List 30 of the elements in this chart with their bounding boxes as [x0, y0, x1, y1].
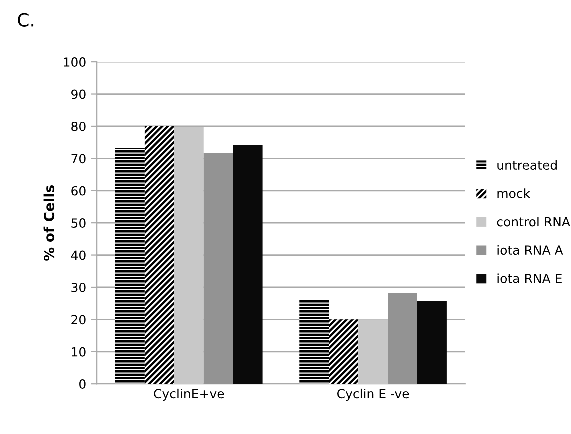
x-tick-label: Cyclin E -ve	[338, 388, 410, 402]
y-tick-label: 20	[72, 315, 86, 325]
y-tick-label: 70	[72, 154, 86, 164]
bar	[417, 301, 447, 384]
legend-label: mock	[498, 188, 531, 198]
y-tick-label: 0	[80, 380, 86, 390]
bar	[144, 126, 174, 384]
bar	[115, 148, 145, 384]
bar	[174, 127, 204, 384]
legend-label: control RNA	[497, 217, 570, 227]
legend-label: iota RNA A	[498, 245, 564, 256]
bar	[358, 320, 388, 384]
y-tick-label: 100	[64, 58, 86, 67]
legend-label: untreated	[498, 160, 557, 170]
bar	[204, 153, 234, 384]
y-tick-label: 60	[72, 186, 86, 196]
y-tick-label: 50	[72, 218, 86, 228]
legend-label: iota RNA E	[498, 274, 562, 284]
y-tick-label: 40	[71, 250, 86, 260]
bar	[329, 320, 359, 384]
bar	[300, 299, 330, 384]
y-tick-label: 10	[72, 347, 86, 357]
y-tick-label: 80	[72, 122, 86, 132]
bar	[233, 145, 263, 384]
x-tick-label: CyclinE+ve	[154, 388, 224, 402]
y-tick-label: 30	[72, 282, 86, 292]
bar	[388, 292, 418, 384]
chart-title: C.	[18, 13, 34, 27]
y-axis-title: % of Cells	[44, 185, 55, 261]
y-tick-label: 90	[72, 90, 86, 100]
